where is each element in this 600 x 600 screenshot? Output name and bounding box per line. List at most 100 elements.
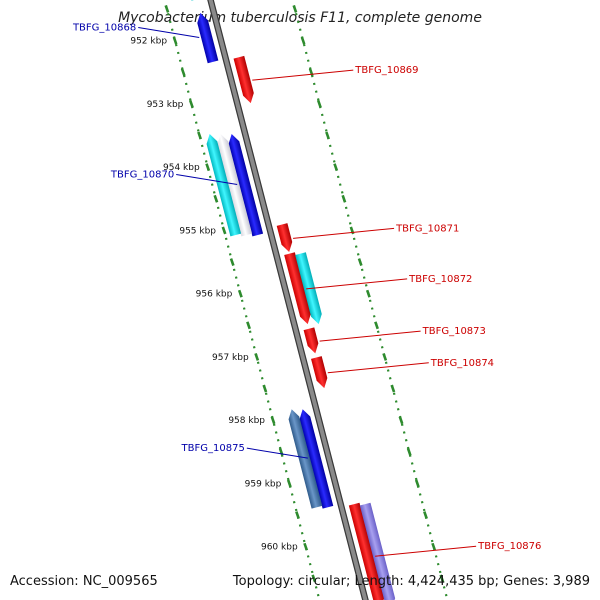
- gene-label-leader: [319, 330, 421, 342]
- gene-feature: [228, 133, 264, 237]
- tick-mark-left: [311, 574, 317, 583]
- tick-label: 958 kbp: [228, 416, 265, 426]
- tick-mark-left: [229, 258, 235, 266]
- tick-mark-left: [213, 194, 219, 203]
- tick-label: 952 kbp: [130, 37, 167, 47]
- accession-text: Accession: NC_009565: [10, 574, 158, 589]
- tick-mark-left: [164, 5, 170, 13]
- gene-label: TBFG_10869: [354, 65, 418, 76]
- tick-label: 960 kbp: [261, 543, 298, 553]
- scale-track-right: [291, 0, 449, 600]
- tick-mark-left: [197, 131, 202, 140]
- gene-arrow: [217, 133, 253, 237]
- tick-mark-left: [286, 479, 292, 488]
- gene-label-leader: [293, 227, 395, 239]
- gene-arrow: [288, 409, 323, 509]
- tick-mark-left: [221, 226, 227, 235]
- tick-mark-left: [254, 353, 260, 361]
- gene-arrow: [299, 409, 334, 509]
- tick-mark-left: [172, 36, 178, 45]
- gene-feature: [206, 133, 242, 237]
- tick-label: 956 kbp: [196, 290, 233, 300]
- gene-layer: [190, 0, 396, 600]
- tick-mark-right: [431, 542, 437, 551]
- gene-feature: [348, 502, 385, 600]
- gene-label-leader: [138, 26, 200, 38]
- tick-label: 957 kbp: [212, 353, 249, 363]
- gene-feature: [284, 252, 311, 325]
- tick-mark-right: [292, 5, 298, 13]
- tick-mark-left: [188, 99, 194, 108]
- tick-mark-right: [439, 574, 445, 583]
- genome-summary-text: Topology: circular; Length: 4,424,435 bp…: [232, 574, 590, 589]
- gene-arrow: [276, 223, 293, 253]
- tick-label: 959 kbp: [245, 479, 282, 489]
- gene-label: TBFG_10874: [430, 358, 494, 369]
- gene-feature: [299, 409, 334, 509]
- tick-mark-right: [382, 353, 388, 361]
- tick-mark-left: [270, 416, 276, 425]
- backbone-line: [208, 0, 368, 600]
- tick-mark-right: [414, 479, 420, 488]
- gene-label: TBFG_10868: [72, 22, 136, 33]
- gene-arrow: [190, 0, 203, 1]
- tick-mark-right: [341, 194, 347, 203]
- gene-arrow: [197, 12, 219, 64]
- gene-feature: [190, 0, 203, 1]
- gene-label-leader: [246, 447, 308, 459]
- tick-mark-left: [303, 542, 309, 551]
- tick-mark-right: [390, 384, 396, 393]
- gene-label-leader: [252, 69, 354, 81]
- gene-feature: [217, 133, 253, 237]
- tick-layer: [163, 0, 449, 600]
- gene-arrow: [348, 502, 385, 600]
- gene-label-leader: [306, 278, 408, 290]
- gene-label-leader: [327, 362, 429, 374]
- gene-arrow: [284, 252, 311, 325]
- gene-feature: [233, 55, 254, 104]
- map-title: Mycobacterium tuberculosis F11, complete…: [118, 10, 482, 26]
- tick-label: 953 kbp: [147, 100, 184, 110]
- tick-mark-right: [357, 258, 363, 266]
- gene-feature: [303, 327, 319, 354]
- label-layer: 952 kbp 953 kbp 954 kbp 955 kbp 956 kbp 957 k…: [72, 22, 541, 557]
- tick-mark-right: [316, 99, 322, 108]
- tick-mark-right: [423, 511, 428, 520]
- gene-feature: [197, 12, 219, 64]
- gene-label: TBFG_10872: [408, 274, 472, 285]
- tick-mark-right: [300, 36, 306, 45]
- tick-label: 955 kbp: [179, 226, 216, 236]
- gene-feature: [311, 356, 328, 389]
- tick-mark-left: [295, 511, 300, 520]
- tick-mark-left: [246, 321, 251, 330]
- tick-mark-left: [180, 68, 186, 77]
- tick-label: 954 kbp: [163, 163, 200, 173]
- backbone-layer: [207, 0, 369, 600]
- gene-label: TBFG_10876: [477, 541, 541, 552]
- tick-mark-right: [333, 163, 339, 172]
- gene-label-leader: [375, 545, 477, 557]
- gene-arrow: [303, 327, 319, 354]
- gene-arrow: [228, 133, 264, 237]
- gene-label: TBFG_10871: [395, 223, 459, 234]
- gene-arrow: [206, 133, 242, 237]
- tick-mark-left: [205, 163, 211, 172]
- gene-arrow: [311, 356, 328, 389]
- tick-mark-right: [398, 416, 404, 425]
- gene-feature: [276, 223, 293, 253]
- tick-mark-right: [365, 289, 371, 298]
- gene-feature: [288, 409, 323, 509]
- scale-track-left: [163, 0, 321, 600]
- gene-label-leader: [176, 174, 238, 186]
- gene-label: TBFG_10873: [422, 326, 486, 337]
- tick-mark-right: [374, 321, 379, 330]
- tick-mark-right: [325, 131, 330, 140]
- gene-label: TBFG_10875: [181, 443, 245, 454]
- gene-label: TBFG_10870: [110, 170, 174, 181]
- tick-mark-right: [406, 447, 412, 456]
- gene-arrow: [233, 55, 254, 104]
- tick-mark-left: [237, 289, 243, 298]
- tick-mark-left: [262, 384, 268, 393]
